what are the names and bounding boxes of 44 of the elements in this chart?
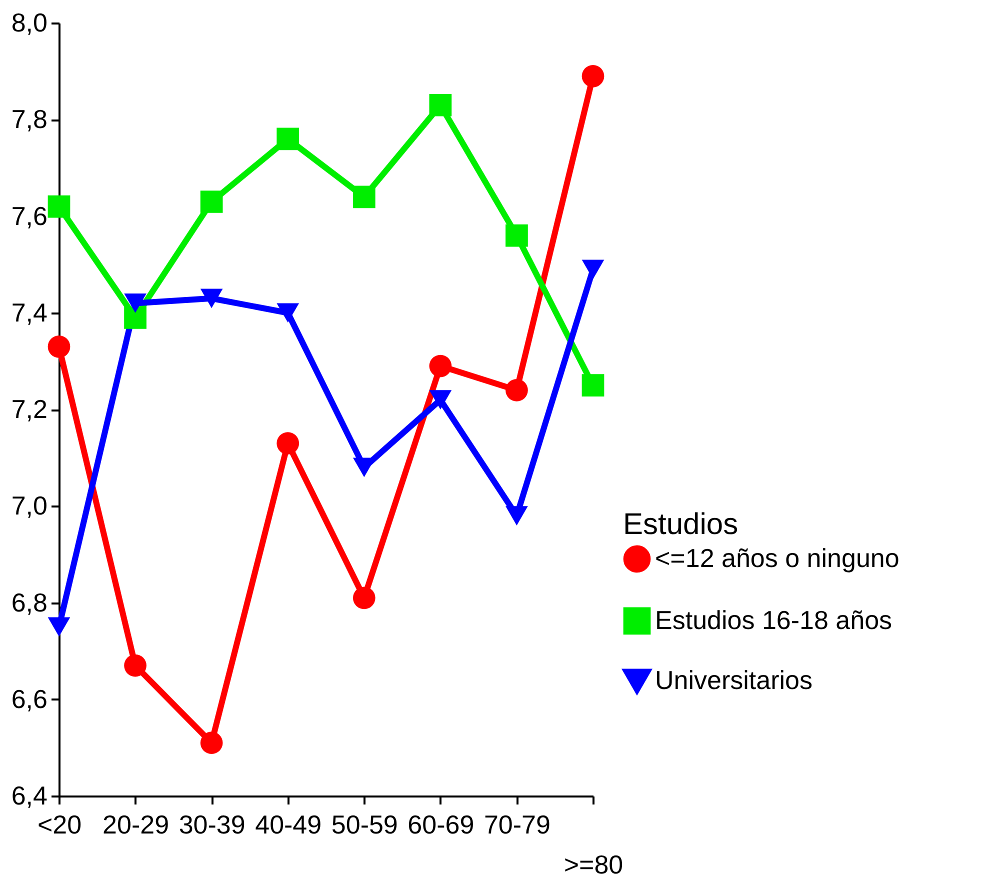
point (124, 654, 146, 677)
point (429, 94, 452, 116)
point (352, 586, 376, 610)
x-tick-label: 60-69 (408, 810, 474, 840)
legend-label: <=12 años o ninguno (655, 542, 900, 573)
point (276, 128, 300, 150)
x-tick-label: 50-59 (331, 810, 398, 840)
y-tick-label: 7,0 (11, 490, 48, 521)
y-tick-label: 7,6 (11, 200, 48, 231)
point (48, 195, 70, 218)
point (276, 303, 300, 323)
point (48, 617, 70, 637)
point (276, 432, 300, 454)
point (582, 374, 604, 397)
point (582, 260, 604, 280)
x-tick-label: >=80 (564, 850, 624, 880)
point (200, 288, 223, 308)
point (200, 732, 223, 754)
y-tick-label: 7,4 (11, 297, 48, 328)
y-tick-label: 6,6 (11, 684, 48, 714)
x-tick-label: 20-29 (102, 810, 170, 840)
point (506, 224, 528, 247)
point (506, 506, 528, 526)
point (124, 306, 146, 329)
legend-label: Estudios 16-18 años (655, 604, 892, 635)
x-tick-label: <20 (37, 810, 82, 840)
x-tick-label: 30-39 (178, 810, 246, 840)
y-tick-label: 6,4 (11, 780, 48, 810)
y-tick-label: 8,0 (11, 8, 48, 38)
point (582, 64, 604, 88)
point (429, 390, 452, 410)
point (200, 190, 223, 213)
y-tick-label: 7,2 (11, 394, 48, 424)
point (124, 294, 146, 313)
y-tick-label: 7,8 (11, 104, 48, 134)
x-tick-label: 70-79 (484, 810, 550, 840)
y-tick-label: 6,8 (11, 587, 48, 618)
point (506, 379, 528, 402)
point (429, 354, 452, 378)
point (48, 336, 70, 358)
point (352, 186, 376, 208)
legend-title: Estudios (623, 508, 738, 541)
legend-label: Universitarios (655, 664, 812, 695)
x-tick-label: 40-49 (255, 810, 322, 840)
